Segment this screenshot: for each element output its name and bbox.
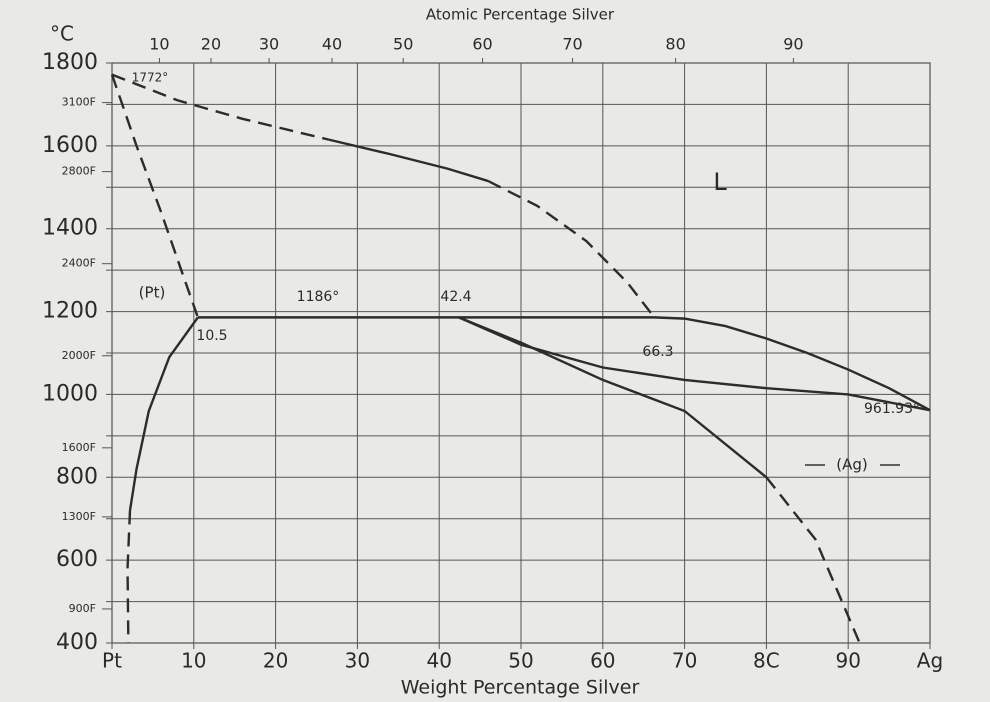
annotation: L: [713, 168, 727, 196]
y-tick-label: 1800: [42, 50, 98, 75]
phase-boundary: [765, 476, 861, 644]
y2-tick-label: 900F: [69, 602, 96, 615]
phase-boundary: [111, 73, 330, 141]
x-tick-label: Ag: [917, 649, 943, 673]
annotation: 42.4: [440, 289, 471, 305]
y2-tick-label: 3100F: [62, 96, 96, 109]
phase-boundary: [126, 510, 132, 644]
x2-tick-label: 40: [322, 35, 342, 54]
x-tick-label: 50: [508, 649, 533, 673]
y2-tick-label: 1600F: [62, 441, 96, 454]
y-axis-label: °C: [50, 22, 74, 46]
x-tick-label: 10: [181, 649, 206, 673]
phase-boundary: [458, 316, 768, 479]
x2-tick-label: 70: [562, 35, 582, 54]
y2-tick-label: 2400F: [62, 257, 96, 270]
y-tick-label: 800: [56, 464, 98, 489]
x-tick-label: 20: [263, 649, 288, 673]
x2-tick-label: 10: [149, 35, 169, 54]
x-tick-label: 90: [835, 649, 860, 673]
phase-boundary: [197, 316, 931, 412]
x2-tick-label: 30: [259, 35, 279, 54]
y-tick-label: 1200: [42, 299, 98, 324]
y2-tick-label: 1300F: [62, 510, 96, 523]
annotation: 1772°: [132, 71, 169, 85]
y-tick-label: 600: [56, 547, 98, 572]
phase-boundary: [328, 138, 489, 183]
annotation: 10.5: [196, 328, 227, 344]
annotation: (Pt): [139, 284, 166, 302]
annotation: 66.3: [642, 344, 673, 360]
x2-tick-label: 20: [201, 35, 221, 54]
y-tick-label: 1400: [42, 216, 98, 241]
y-tick-label: 400: [56, 630, 98, 655]
x2-tick-label: 90: [783, 35, 803, 54]
x-tick-label: Pt: [102, 649, 122, 673]
y2-tick-label: 2000F: [62, 349, 96, 362]
y2-tick-label: 2800F: [62, 165, 96, 178]
phase-boundary: [487, 180, 656, 319]
phase-boundary: [128, 316, 199, 511]
annotation: (Ag): [836, 456, 868, 474]
x-tick-label: 8C: [753, 649, 780, 673]
annotation: 1186°: [297, 289, 340, 305]
y-tick-label: 1000: [42, 381, 98, 406]
x-tick-label: 60: [590, 649, 615, 673]
annotation: 961.93°: [864, 401, 920, 417]
x-tick-label: 30: [345, 649, 370, 673]
x2-tick-label: 80: [665, 35, 685, 54]
x-tick-label: 70: [672, 649, 697, 673]
y-tick-label: 1600: [42, 133, 98, 158]
phase-boundary: [110, 74, 200, 318]
top-axis-label: Atomic Percentage Silver: [426, 6, 615, 24]
x-axis-label: Weight Percentage Silver: [401, 677, 640, 699]
phase-boundary: [458, 316, 931, 412]
x2-tick-label: 60: [472, 35, 492, 54]
x2-tick-label: 50: [393, 35, 413, 54]
x-tick-label: 40: [426, 649, 451, 673]
